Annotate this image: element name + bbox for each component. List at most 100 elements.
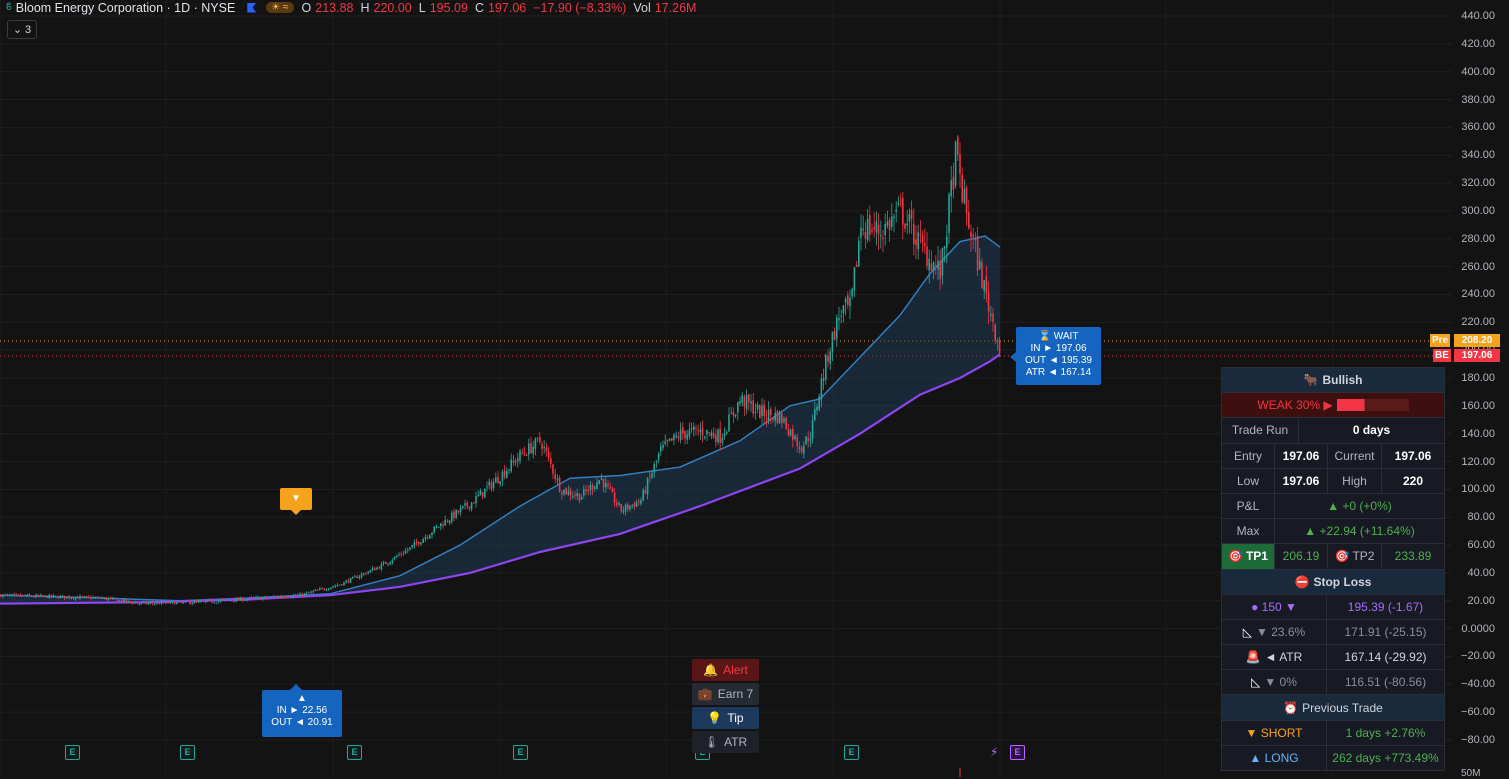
price-axis[interactable]: 440.00 420.00 400.00 380.00 360.00 340.00 320.… (1452, 0, 1509, 777)
price-tick-label: 400.00 (1461, 65, 1495, 78)
candle-body (506, 471, 508, 478)
candles-group (0, 135, 1001, 606)
close-label: C (474, 0, 484, 15)
candle-body (224, 599, 226, 601)
candle-body (880, 235, 882, 237)
be-tag-label: BE (1433, 349, 1451, 362)
candle-body (382, 562, 385, 564)
sl4-label: ◺ ▼ 0% (1222, 670, 1327, 695)
current-value: 197.06 (1394, 448, 1432, 463)
alert-button[interactable]: 🔔 Alert (692, 659, 759, 681)
price-tick-label: 220.00 (1461, 316, 1495, 329)
earnings-marker[interactable]: E (65, 745, 80, 760)
price-tick-label: 280.00 (1461, 232, 1495, 245)
earnings-marker[interactable]: E (513, 745, 528, 760)
bull-icon: 🐂 (1303, 373, 1319, 388)
earn-label: Earn 7 (717, 687, 754, 701)
candle-body (129, 601, 132, 603)
earnings-marker[interactable]: E (347, 745, 362, 760)
tp2-label-text: TP2 (1352, 549, 1375, 564)
candle-body (37, 594, 39, 596)
candle-body (226, 599, 229, 601)
candle-body (242, 598, 244, 601)
sl3-label-text: ◄ ATR (1264, 650, 1303, 665)
candle-body (583, 489, 585, 496)
candle-body (486, 486, 488, 488)
candle-body (541, 444, 543, 450)
candle-body (200, 601, 202, 603)
candle-body (189, 601, 191, 604)
symbol-title[interactable]: Bloom Energy Corporation · 1D · NYSE (15, 0, 236, 15)
candle-body (627, 504, 629, 509)
candle-body (829, 351, 831, 364)
candle-body (349, 578, 352, 583)
candle-body (402, 553, 405, 555)
symbol-logo-icon: ϐ (6, 2, 12, 13)
candle-body (726, 432, 728, 434)
candle-body (525, 454, 528, 456)
candle-body (642, 489, 644, 501)
candle-body (334, 585, 336, 587)
tp1-label-text: TP1 (1245, 549, 1268, 564)
candle-body (629, 505, 631, 510)
price-tick-label: 60.00 (1467, 539, 1495, 552)
candle-body (277, 596, 279, 598)
entry-badge[interactable]: ▲ IN ► 22.56 OUT ◄ 20.91 (262, 690, 342, 737)
candle-body (748, 394, 750, 403)
candle-body (970, 231, 972, 238)
candle-body (635, 502, 638, 507)
earn-button[interactable]: 💼 Earn 7 (692, 683, 759, 705)
atr-button[interactable]: 🌡 ATR (692, 731, 759, 753)
candle-body (657, 453, 660, 461)
candle-body (250, 597, 253, 599)
sl2-label-text: ▼ 23.6% (1255, 624, 1306, 639)
candle-body (565, 487, 567, 495)
candle-body (704, 436, 706, 438)
candle-body (110, 598, 112, 600)
sell-signal-badge[interactable]: ▼ (280, 488, 312, 510)
candle-body (499, 481, 501, 485)
candle-body (33, 596, 35, 598)
earnings-marker-upcoming[interactable]: E (1010, 745, 1025, 760)
earnings-marker[interactable]: E (844, 745, 859, 760)
candle-body (180, 601, 182, 603)
candle-body (444, 519, 446, 526)
indicator-collapse-button[interactable]: ⌄ 3 (7, 20, 37, 39)
candle-body (22, 595, 24, 597)
candle-body (792, 428, 794, 441)
candle-body (380, 564, 383, 570)
candle-body (231, 600, 233, 602)
lightning-icon[interactable]: ⚡ (990, 745, 999, 759)
flag-icon[interactable] (247, 2, 257, 13)
candle-body (765, 418, 768, 420)
price-tick-label: 440.00 (1461, 10, 1495, 22)
tip-label: Tip (727, 711, 744, 725)
tip-button[interactable]: 💡 Tip (692, 707, 759, 729)
candle-body (578, 493, 581, 501)
previous-trade-title: ⏰ Previous Trade (1222, 695, 1444, 719)
price-tick-label: 300.00 (1461, 204, 1495, 217)
earnings-marker[interactable]: E (180, 745, 195, 760)
candle-body (550, 458, 552, 464)
pl-label: P&L (1222, 493, 1275, 519)
entry-label: Entry (1222, 443, 1275, 468)
candle-body (55, 595, 57, 597)
candle-body (187, 600, 189, 602)
long-value: 262 days +773.49% (1332, 750, 1439, 765)
candle-body (547, 451, 550, 457)
candle-body (770, 408, 772, 416)
market-status-icon[interactable]: ☀ ≈ (266, 2, 294, 13)
target-icon: 🎯 (1228, 549, 1243, 564)
candle-body (666, 439, 669, 442)
candle-body (13, 593, 15, 595)
candle-body (743, 396, 746, 407)
candle-body (864, 232, 867, 239)
wait-badge[interactable]: ⌛ WAIT IN ► 197.06 OUT ◄ 195.39 ATR ◄ 16… (1016, 327, 1101, 385)
candle-body (750, 401, 752, 404)
candle-body (475, 495, 477, 504)
candle-body (653, 464, 655, 473)
candle-body (92, 597, 94, 599)
candle-body (360, 574, 363, 577)
wait-out: OUT ◄ 195.39 (1025, 355, 1092, 366)
candle-body (794, 435, 796, 440)
